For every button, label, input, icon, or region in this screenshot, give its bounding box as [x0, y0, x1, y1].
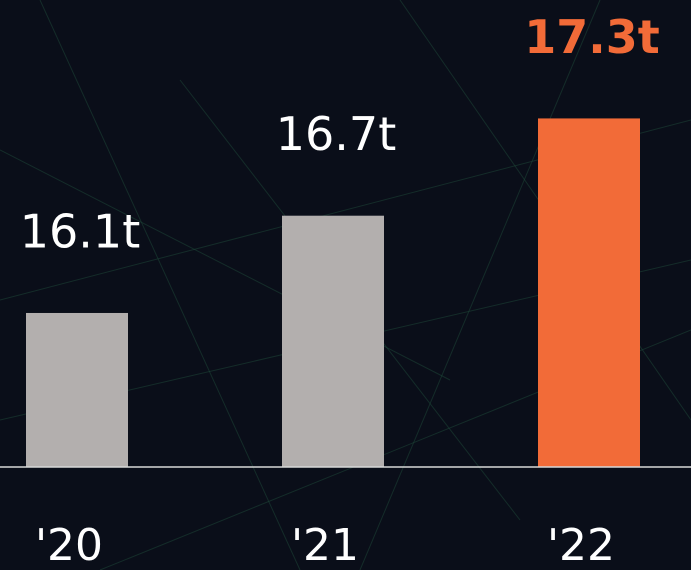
value-label: 16.1t	[20, 204, 140, 258]
x-tick-label: '20	[35, 520, 103, 570]
bar	[26, 312, 128, 467]
bar	[282, 215, 384, 467]
value-label: 17.3t	[524, 10, 659, 64]
value-label: 16.7t	[276, 107, 396, 161]
x-tick-label: '21	[291, 520, 359, 570]
bar	[538, 118, 640, 467]
x-tick-label: '22	[547, 520, 615, 570]
